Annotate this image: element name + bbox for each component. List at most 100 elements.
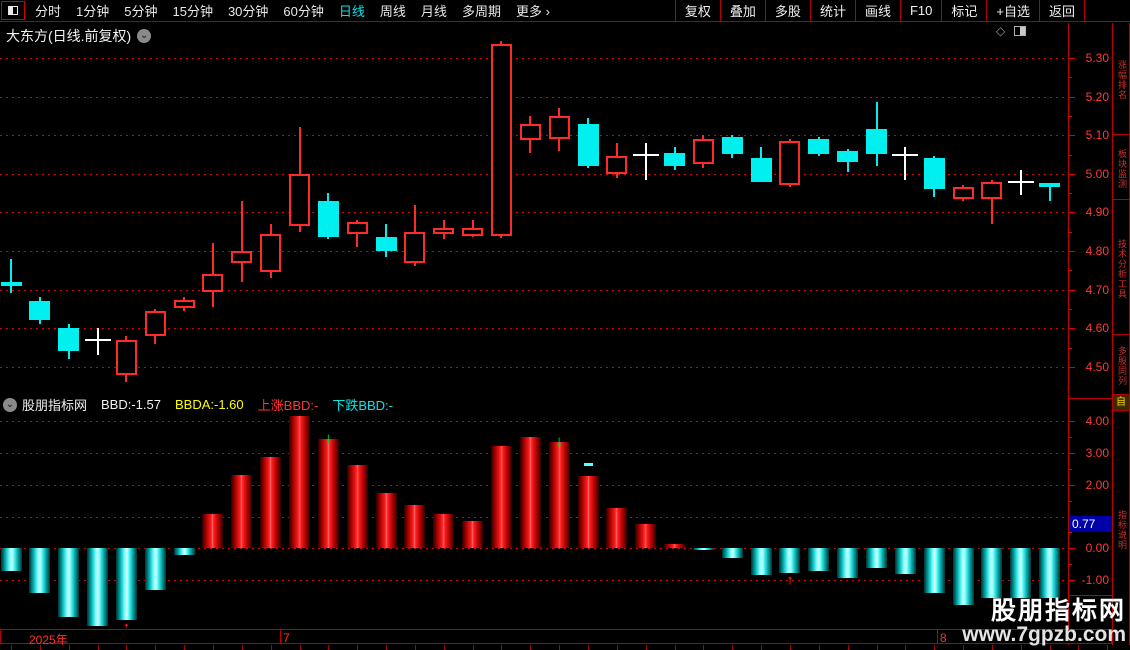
candle-body-up bbox=[981, 181, 1003, 199]
sidebar-item-2[interactable]: 板块监测 bbox=[1113, 135, 1129, 200]
doji-cross bbox=[1007, 180, 1034, 183]
price-axis-label: 4.60 bbox=[1085, 321, 1109, 336]
panel-icon bbox=[8, 6, 18, 15]
axis-tick bbox=[1069, 484, 1075, 486]
scale-tick bbox=[40, 645, 41, 650]
bbd-bar-positive bbox=[375, 492, 397, 549]
price-axis-label: 5.10 bbox=[1085, 128, 1109, 143]
candle-body-up bbox=[433, 227, 455, 234]
candlestick-chart[interactable] bbox=[0, 23, 1068, 396]
sidebar-item-3[interactable]: 技术分析工具 bbox=[1113, 200, 1129, 335]
toolbar-button-复权[interactable]: 复权 bbox=[674, 0, 720, 22]
indicator-axis-label: -1.00 bbox=[1081, 573, 1109, 588]
toolbar-menu: 复权 叠加 多股 统计 画线 F10 标记 +自选 返回 bbox=[674, 0, 1085, 22]
chevron-down-icon[interactable]: ⌄ bbox=[137, 29, 152, 43]
scale-tick bbox=[761, 645, 762, 650]
candle-body-down bbox=[750, 158, 772, 182]
scale-tick bbox=[69, 645, 70, 650]
bbd-bar-negative bbox=[0, 548, 22, 571]
sidebar-item-1[interactable]: 涨幅排名 bbox=[1113, 23, 1129, 135]
candle-body-down bbox=[0, 281, 22, 286]
indicator-axis-box bbox=[1069, 398, 1113, 596]
toolbar-button-统计[interactable]: 统计 bbox=[809, 0, 855, 22]
candle-body-up bbox=[779, 140, 801, 186]
candle-body-down bbox=[29, 301, 51, 321]
scale-tick bbox=[675, 645, 676, 650]
diamond-icon[interactable]: ◇ bbox=[996, 24, 1006, 38]
candle-body-up bbox=[952, 187, 974, 199]
bottom-tick-strip bbox=[0, 645, 1130, 650]
grid-line bbox=[0, 328, 1068, 330]
bbd-histogram-chart[interactable]: ↓ ↓ ↑ ↑ bbox=[0, 413, 1068, 628]
menu-item-多周期[interactable]: 多周期 bbox=[461, 4, 501, 19]
bbd-bar-positive bbox=[289, 415, 310, 549]
bbd-bar-positive bbox=[260, 457, 282, 549]
bbd-bar-positive bbox=[404, 504, 426, 549]
toolbar-button-+自选[interactable]: +自选 bbox=[986, 0, 1039, 22]
watermark-url: www.7gpzb.com bbox=[962, 622, 1126, 646]
date-axis: 2025年 7 8 bbox=[0, 629, 1112, 647]
bbd-bar-positive bbox=[606, 507, 628, 549]
layout-toggle-button[interactable] bbox=[1, 1, 25, 20]
toolbar-button-多股[interactable]: 多股 bbox=[764, 0, 810, 22]
menu-item-周线[interactable]: 周线 bbox=[379, 4, 406, 19]
toolbar-button-F10[interactable]: F10 bbox=[899, 0, 941, 22]
axis-minor-tick bbox=[1069, 500, 1072, 502]
toolbar-button-画线[interactable]: 画线 bbox=[854, 0, 900, 22]
bbd-bar-positive bbox=[346, 464, 368, 549]
menu-item-5分钟[interactable]: 5分钟 bbox=[124, 4, 158, 19]
axis-minor-tick bbox=[1069, 532, 1072, 534]
bbd-bar-negative bbox=[1039, 548, 1061, 599]
grid-line bbox=[0, 548, 1068, 550]
scale-tick bbox=[126, 645, 127, 650]
toolbar-button-叠加[interactable]: 叠加 bbox=[719, 0, 765, 22]
menu-item-15分钟[interactable]: 15分钟 bbox=[172, 4, 213, 19]
bbd-bar-negative bbox=[779, 548, 801, 574]
indicator-source-label: 股朋指标网 bbox=[22, 398, 88, 413]
menu-item-月线[interactable]: 月线 bbox=[420, 4, 447, 19]
axis-tick bbox=[1069, 580, 1075, 582]
axis-tick bbox=[1069, 212, 1075, 214]
price-axis: 0.77 5.30 5.20 5.10 5.00 4.90 4.80 4.70 4.60 4.5… bbox=[1068, 23, 1113, 650]
toolbar-button-标记[interactable]: 标记 bbox=[941, 0, 986, 22]
menu-item-60分钟[interactable]: 60分钟 bbox=[283, 4, 324, 19]
candle-body-up bbox=[490, 44, 512, 236]
chevron-down-icon[interactable]: ⌄ bbox=[3, 397, 17, 412]
bbd-bar-positive bbox=[548, 441, 570, 549]
menu-item-更多 ›[interactable]: 更多 › bbox=[515, 4, 550, 19]
grid-line bbox=[0, 251, 1068, 252]
candle-body-up bbox=[404, 231, 426, 263]
split-panel-icon[interactable] bbox=[1014, 26, 1027, 36]
scale-tick bbox=[848, 645, 849, 650]
scale-tick bbox=[328, 645, 329, 650]
year-label: 2025年 bbox=[29, 633, 68, 647]
bbd-value-label: BBD:-1.57 bbox=[101, 397, 161, 412]
sidebar-item-4[interactable]: 多股同列 bbox=[1113, 335, 1129, 395]
scale-tick bbox=[473, 645, 474, 650]
menu-item-30分钟[interactable]: 30分钟 bbox=[227, 4, 269, 19]
bbd-bar-negative bbox=[58, 548, 80, 617]
candle-body-up bbox=[260, 233, 282, 273]
axis-minor-tick bbox=[1069, 77, 1072, 79]
menu-item-1分钟[interactable]: 1分钟 bbox=[76, 4, 110, 19]
bbd-bar-positive bbox=[231, 475, 253, 549]
scale-tick bbox=[501, 645, 502, 650]
scale-tick bbox=[11, 645, 12, 650]
scale-tick bbox=[98, 645, 99, 650]
price-axis-label: 5.00 bbox=[1085, 166, 1109, 181]
candle-wick bbox=[96, 328, 99, 356]
candle-body-up bbox=[231, 251, 253, 263]
menu-item-日线[interactable]: 日线 bbox=[338, 4, 365, 19]
axis-tick bbox=[1069, 366, 1075, 368]
period-menu: 分时 1分钟 5分钟 15分钟 30分钟 60分钟 日线 周线 月线 多周期 更多 › bbox=[35, 1, 565, 20]
menu-item-分时[interactable]: 分时 bbox=[35, 4, 62, 19]
axis-tick bbox=[1069, 58, 1075, 59]
axis-tick bbox=[1069, 452, 1075, 454]
grid-line bbox=[0, 212, 1068, 214]
candle-wick bbox=[644, 142, 647, 180]
toolbar-button-返回[interactable]: 返回 bbox=[1038, 0, 1085, 22]
axis-minor-tick bbox=[1069, 231, 1072, 233]
candle-body-down bbox=[664, 152, 686, 167]
scale-tick bbox=[703, 645, 704, 650]
sidebar-badge[interactable]: 自 bbox=[1113, 395, 1129, 411]
